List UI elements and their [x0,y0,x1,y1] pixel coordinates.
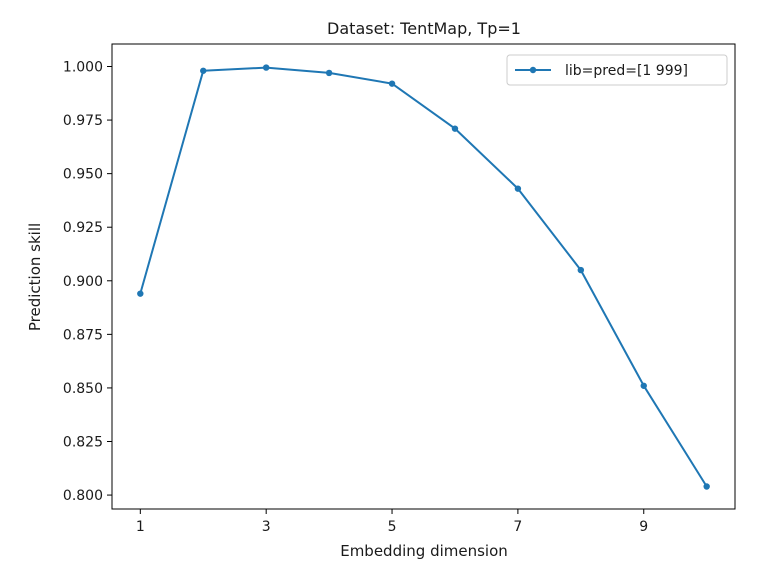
series-line [139,66,708,488]
x-tick-label: 3 [262,519,271,535]
y-tick-label: 0.900 [63,274,103,290]
y-tick-label: 0.800 [63,488,103,504]
y-tick-label: 0.875 [63,327,103,343]
legend-label: lib=pred=[1 999] [565,63,688,79]
data-point [577,266,585,274]
data-point [137,290,144,297]
legend-marker [529,66,537,74]
legend: lib=pred=[1 999] [506,54,728,86]
chart-title: Dataset: TentMap, Tp=1 [327,19,521,38]
x-tick-label: 9 [639,519,648,535]
y-tick-label: 0.825 [63,435,103,451]
data-point [451,125,459,132]
y-tick-label: 0.925 [63,220,103,236]
x-axis: 1 3 5 7 9 [136,509,648,535]
legend-box [506,54,728,86]
data-point [262,64,270,71]
x-axis-label: Embedding dimension [340,542,508,560]
plot-frame [111,43,736,510]
data-point [200,67,207,74]
x-tick-label: 1 [136,519,145,535]
y-tick-label: 0.950 [63,167,103,183]
y-tick-label: 0.975 [63,113,103,129]
data-point [514,185,522,192]
y-axis-label: Prediction skill [26,223,44,331]
x-tick-label: 5 [388,519,397,535]
x-tick-label: 7 [513,519,522,535]
data-point [703,483,710,490]
plot-series [137,64,710,490]
data-point [325,69,333,77]
data-point [388,80,396,87]
y-tick-label: 1.000 [63,60,103,76]
y-axis: 0.800 0.825 0.850 0.875 0.900 0.925 0.950 0.975… [63,60,112,504]
data-point [640,382,647,389]
y-tick-label: 0.850 [63,381,103,397]
